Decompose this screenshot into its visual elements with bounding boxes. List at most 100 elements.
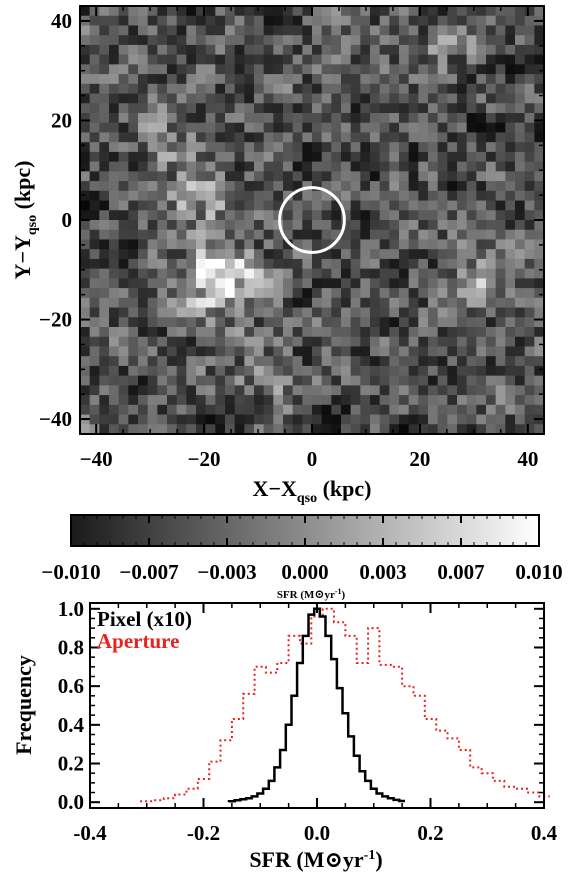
- heatmap-cell: [176, 365, 187, 377]
- heatmap-cell: [186, 327, 197, 338]
- heatmap-cell: [118, 64, 129, 75]
- heatmap-cell: [370, 25, 381, 36]
- heatmap-cell: [138, 404, 149, 416]
- heatmap-cell: [331, 424, 342, 435]
- heatmap-cell: [205, 15, 216, 27]
- heatmap-cell: [273, 200, 284, 211]
- heatmap-cell: [157, 103, 168, 114]
- heatmap-cell: [186, 297, 197, 309]
- heatmap-cell: [89, 278, 100, 289]
- heatmap-cell: [292, 151, 303, 163]
- heatmap-cell: [283, 15, 294, 27]
- heatmap-cell: [118, 258, 129, 270]
- heatmap-cell: [89, 161, 100, 172]
- heatmap-cell: [244, 395, 255, 406]
- heatmap-cell: [495, 44, 506, 56]
- heatmap-cell: [263, 171, 274, 182]
- heatmap-cell: [263, 346, 274, 357]
- colorbar-label: SFR (M⊙yr-1): [277, 587, 346, 601]
- heatmap-cell: [234, 122, 245, 134]
- heatmap-cell: [312, 171, 323, 182]
- heatmap-cell: [196, 25, 207, 36]
- heatmap-cell: [138, 414, 149, 425]
- heatmap-cell: [399, 395, 410, 406]
- heatmap-cell: [244, 181, 255, 192]
- heatmap-cell: [254, 278, 265, 289]
- heatmap-cell: [186, 385, 197, 396]
- heatmap-cell: [292, 297, 303, 309]
- heatmap-cell: [350, 249, 361, 260]
- heatmap-cell: [215, 258, 226, 270]
- heatmap-cell: [437, 64, 448, 75]
- heatmap-cell: [215, 190, 226, 202]
- heatmap-cell: [225, 190, 236, 202]
- heatmap-cell: [515, 113, 526, 124]
- heatmap-cell: [379, 6, 390, 17]
- heatmap-cell: [273, 113, 284, 124]
- heatmap-cell: [157, 122, 168, 134]
- heatmap-cell: [399, 190, 410, 202]
- heatmap-cell: [457, 161, 468, 172]
- heatmap-cell: [283, 132, 294, 143]
- heatmap-cell: [476, 375, 487, 386]
- heatmap-cell: [466, 327, 477, 338]
- heatmap-cell: [157, 74, 168, 85]
- heatmap-x-tick-label: 40: [517, 447, 538, 471]
- heatmap-cell: [176, 288, 187, 299]
- heatmap-cell: [244, 404, 255, 416]
- heatmap-cell: [205, 181, 216, 192]
- heatmap-cell: [379, 414, 390, 425]
- heatmap-cell: [428, 64, 439, 75]
- heatmap-cell: [234, 258, 245, 270]
- heatmap-cell: [263, 336, 274, 348]
- heatmap-cell: [379, 346, 390, 357]
- heatmap-cell: [302, 35, 313, 46]
- heatmap-cell: [147, 64, 158, 75]
- heatmap-cell: [89, 74, 100, 85]
- heatmap-cell: [418, 161, 429, 172]
- heatmap-cell: [205, 268, 216, 279]
- heatmap-cell: [447, 74, 458, 85]
- heatmap-cell: [495, 327, 506, 338]
- heatmap-cell: [312, 288, 323, 299]
- heatmap-cell: [99, 385, 110, 396]
- heatmap-cell: [109, 424, 120, 435]
- heatmap-cell: [350, 385, 361, 396]
- heatmap-cell: [524, 336, 535, 348]
- heatmap-cell: [196, 414, 207, 425]
- heatmap-cell: [321, 64, 332, 75]
- heatmap-cell: [186, 113, 197, 124]
- heatmap-cell: [370, 210, 381, 221]
- heatmap-cell: [205, 103, 216, 114]
- heatmap-cell: [128, 74, 139, 85]
- heatmap-cell: [186, 44, 197, 56]
- heatmap-cell: [312, 25, 323, 36]
- heatmap-cell: [80, 375, 91, 386]
- heatmap-cell: [138, 249, 149, 260]
- heatmap-cell: [292, 268, 303, 279]
- heatmap-cell: [379, 44, 390, 56]
- heatmap-cell: [495, 113, 506, 124]
- heatmap-cell: [466, 151, 477, 163]
- heatmap-cell: [234, 414, 245, 425]
- heatmap-cell: [370, 424, 381, 435]
- heatmap-cell: [89, 190, 100, 202]
- heatmap-cell: [389, 336, 400, 348]
- heatmap-cell: [109, 375, 120, 386]
- heatmap-cell: [234, 239, 245, 250]
- heatmap-cell: [283, 35, 294, 46]
- heatmap-cell: [99, 395, 110, 406]
- heatmap-cell: [215, 74, 226, 85]
- heatmap-cell: [167, 375, 178, 386]
- heatmap-cell: [225, 375, 236, 386]
- heatmap-cell: [302, 161, 313, 172]
- heatmap-cell: [205, 220, 216, 231]
- heatmap-cell: [196, 395, 207, 406]
- heatmap-cell: [167, 395, 178, 406]
- colorbar-tick-label: −0.010: [41, 560, 100, 584]
- heatmap-cell: [486, 74, 497, 85]
- heatmap-cell: [524, 200, 535, 211]
- heatmap-y-tick-label: 40: [51, 9, 72, 33]
- heatmap-cell: [225, 297, 236, 309]
